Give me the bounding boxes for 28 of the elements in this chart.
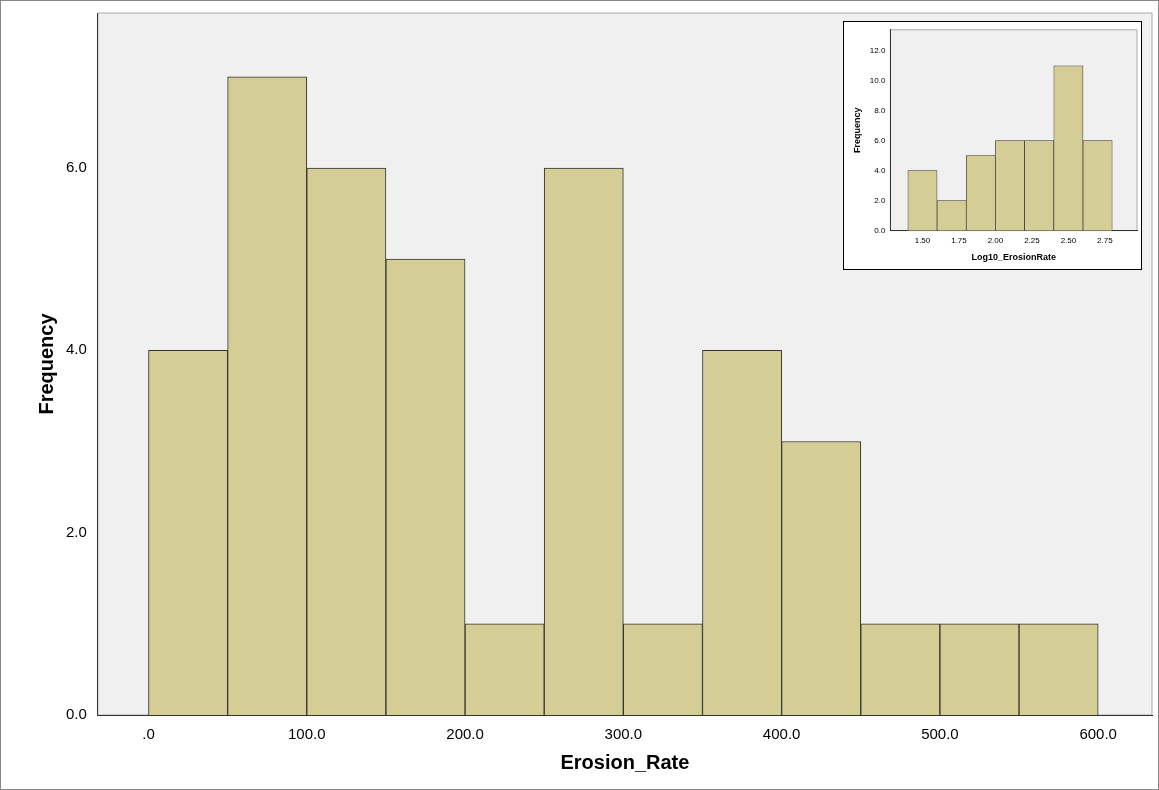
x-tick-label: 2.00	[987, 235, 1004, 245]
x-axis-title: Erosion_Rate	[560, 750, 690, 773]
x-tick-label: 200.0	[446, 725, 484, 743]
y-tick-label: 10.0	[869, 75, 886, 85]
y-tick-label: 2.0	[874, 195, 886, 205]
y-tick-label: 2.0	[65, 522, 87, 540]
x-axis-title: Log10_ErosionRate	[971, 252, 1056, 263]
y-tick-label: 12.0	[869, 45, 886, 55]
x-tick-label: 1.75	[951, 235, 968, 245]
y-tick-label: 6.0	[65, 158, 87, 176]
x-tick-label: 500.0	[921, 725, 959, 743]
y-tick-label: 0.0	[65, 705, 87, 723]
x-tick-label: 1.50	[914, 235, 931, 245]
y-tick-label: 4.0	[65, 340, 87, 358]
x-tick-label: 2.75	[1097, 235, 1114, 245]
x-tick-label: 2.25	[1024, 235, 1041, 245]
x-tick-label: 300.0	[604, 725, 643, 743]
x-tick-label: 2.50	[1060, 235, 1077, 245]
x-tick-label: 600.0	[1079, 725, 1117, 743]
y-axis-title: Frequency	[34, 312, 57, 415]
x-tick-label: 400.0	[762, 725, 801, 743]
y-tick-label: 4.0	[874, 165, 886, 175]
y-tick-label: 8.0	[874, 105, 886, 115]
y-axis-title: Frequency	[851, 107, 862, 153]
x-tick-label: 100.0	[288, 725, 326, 743]
y-tick-label: 6.0	[874, 135, 886, 145]
y-tick-label: 0.0	[874, 225, 886, 235]
x-tick-label: .0	[142, 725, 155, 743]
